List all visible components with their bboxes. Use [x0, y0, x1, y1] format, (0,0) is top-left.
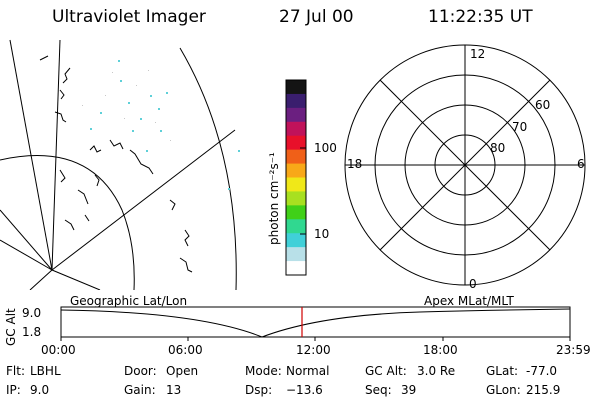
meridian-3 [51, 129, 236, 271]
colorbar-band [286, 247, 306, 262]
emission-pixels [90, 60, 240, 190]
colorbar-band [286, 177, 306, 192]
timeline-left-title: Geographic Lat/Lon [70, 294, 188, 308]
status-filter-value: LBHL [30, 364, 61, 378]
coastline-fragment [109, 139, 124, 150]
coastline-fragment [62, 67, 71, 84]
status-glon-value: 215.9 [526, 383, 561, 397]
status-ip-value: 9.0 [30, 383, 50, 397]
coastline-fragment [89, 145, 102, 153]
latitude-line-inner [0, 155, 135, 290]
meridian-4 [51, 269, 101, 290]
status-gcalt-value: 3.0 Re [417, 364, 456, 378]
status-glon-label: GLon: [486, 383, 521, 397]
coastline-fragment [59, 89, 65, 100]
meridian-7 [0, 239, 53, 271]
colorbar-band [286, 80, 306, 95]
status-glat-value: -77.0 [526, 364, 558, 378]
status-dsp-label: Dsp: [245, 383, 273, 397]
timeline-xtick-0000: 00:00 [41, 343, 76, 357]
colorbar-band [286, 107, 306, 123]
colorbar-band [286, 233, 306, 248]
timeline-xtick-2359: 23:59 [556, 343, 591, 357]
status-gain-label: Gain: [124, 383, 156, 397]
status-mode-label: Mode: [245, 364, 282, 378]
mlt-label-0: 0 [469, 277, 477, 291]
coastline-fragment [84, 214, 90, 222]
coastline-fragment [64, 219, 75, 231]
altitude-curve [60, 308, 571, 338]
coastline-fragment [129, 149, 154, 175]
instrument-title: Ultraviolet Imager [52, 7, 206, 27]
mlat-label-60: 60 [535, 98, 551, 112]
timeline-xtick-1200: 12:00 [296, 343, 331, 357]
colorbar-band [286, 219, 306, 234]
timeline-xtick-0600: 06:00 [168, 343, 203, 357]
colorbar-band [286, 163, 306, 178]
coastline-fragment [169, 199, 176, 211]
coastline-fragment [179, 257, 193, 273]
coastline-fragment [94, 174, 100, 187]
mlat-label-80: 80 [490, 141, 506, 155]
status-gcalt-label: GC Alt: [365, 364, 407, 378]
coastline-fragment [54, 111, 67, 123]
mlt-label-18: 18 [347, 157, 363, 171]
meridian-2 [51, 39, 61, 271]
status-filter-label: Flt: [6, 364, 25, 378]
colorbar-band [286, 93, 306, 109]
colorbar-tick-100: 100 [314, 141, 337, 155]
status-dsp-value: −13.6 [286, 383, 323, 397]
coastline-fragment [59, 169, 66, 183]
timeline-ytick-max: 9.0 [22, 306, 42, 320]
time-label: 11:22:35 UT [428, 7, 533, 27]
coastline-fragment [77, 189, 89, 205]
coastline-fragment [184, 229, 190, 247]
meridian-1 [9, 39, 53, 271]
polar-diagonal-2 [379, 79, 551, 251]
timeline-right-title: Apex MLat/MLT [424, 294, 514, 308]
status-ip-label: IP: [6, 383, 21, 397]
colorbar-tick-10: 10 [314, 227, 330, 241]
mlat-label-70: 70 [512, 120, 528, 134]
status-gain-value: 13 [166, 383, 182, 397]
coastline-fragment [39, 55, 49, 61]
status-door-label: Door: [124, 364, 157, 378]
status-mode-value: Normal [286, 364, 330, 378]
colorbar-band [286, 261, 306, 276]
meridian-5 [29, 269, 53, 290]
colorbar-band [286, 121, 306, 137]
timeline-ytick-min: 1.8 [22, 325, 42, 339]
date-label: 27 Jul 00 [279, 7, 354, 27]
status-seq-label: Seq: [365, 383, 392, 397]
mlt-label-12: 12 [470, 47, 486, 61]
status-door-value: Open [166, 364, 199, 378]
status-glat-label: GLat: [486, 364, 519, 378]
colorbar-band [286, 191, 306, 206]
colorbar-band [286, 149, 306, 165]
meridian-6 [0, 209, 53, 271]
latitude-line-outer [179, 47, 237, 290]
colorbar-band [286, 135, 306, 151]
status-seq-value: 39 [401, 383, 417, 397]
timeline-xtick-1800: 18:00 [423, 343, 458, 357]
colorbar-band [286, 205, 306, 220]
mlt-label-6: 6 [577, 157, 585, 171]
